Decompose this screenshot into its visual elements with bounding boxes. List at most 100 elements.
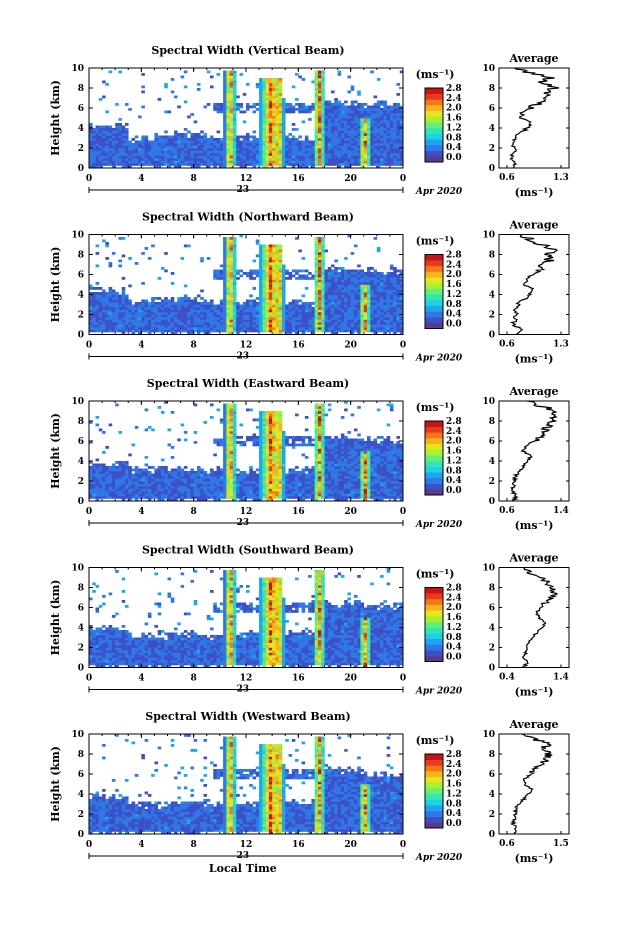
heatmap-cell <box>111 488 116 492</box>
heatmap-cell <box>268 299 273 303</box>
heatmap-cell <box>334 312 338 315</box>
heatmap-cell <box>216 322 221 325</box>
heatmap-cell <box>357 332 361 335</box>
heatmap-cell <box>350 128 355 131</box>
heatmap-cell <box>98 165 103 169</box>
heatmap-cell <box>268 252 273 255</box>
heatmap-cell <box>376 307 381 310</box>
heatmap-cell <box>213 486 217 489</box>
heatmap-cell <box>275 277 280 280</box>
heatmap-cell <box>386 312 391 315</box>
heatmap-cell <box>259 85 263 89</box>
heatmap-cell <box>298 309 302 313</box>
heatmap-cell <box>219 163 224 166</box>
heatmap-cell <box>376 123 381 126</box>
heatmap-cell <box>193 473 198 477</box>
heatmap-cell <box>393 145 397 149</box>
heatmap-cell <box>360 150 365 154</box>
heatmap-cell <box>334 130 338 134</box>
heatmap-cell <box>105 257 109 260</box>
heatmap-cell <box>278 249 283 253</box>
heatmap-cell <box>367 133 371 136</box>
heatmap-cell <box>118 163 123 166</box>
heatmap-cell <box>373 125 378 129</box>
heatmap-cell <box>154 133 158 136</box>
heatmap-cell <box>95 486 100 489</box>
heatmap-cell <box>190 163 194 166</box>
heatmap-cell <box>102 289 106 293</box>
heatmap-cell <box>304 165 309 169</box>
colorbar-swatch <box>425 133 443 140</box>
heatmap-cell <box>174 158 178 161</box>
heatmap-cell <box>281 329 286 333</box>
heatmap-cell <box>265 88 270 91</box>
heatmap-cell <box>160 478 165 482</box>
heatmap-cell <box>223 443 227 447</box>
heatmap-cell <box>288 307 293 310</box>
heatmap-cell <box>380 123 384 126</box>
heatmap-cell <box>206 307 211 310</box>
heatmap-cell <box>373 289 378 293</box>
heatmap-cell <box>288 322 293 325</box>
heatmap-cell <box>213 441 217 444</box>
heatmap-cell <box>249 145 253 149</box>
heatmap-cell <box>167 304 172 308</box>
heatmap-cell <box>370 128 374 131</box>
heatmap-cell <box>151 478 155 482</box>
heatmap-cell <box>321 115 325 119</box>
heatmap-cell <box>399 135 404 139</box>
heatmap-cell <box>373 118 378 121</box>
heatmap-cell <box>160 329 165 333</box>
heatmap-cell <box>353 304 358 308</box>
heatmap-cell <box>268 108 273 111</box>
heatmap-cell <box>380 329 384 333</box>
heatmap-cell <box>108 468 113 472</box>
heatmap-cell <box>324 327 329 330</box>
heatmap-cell <box>301 317 306 320</box>
heatmap-cell <box>281 128 286 131</box>
heatmap-cell <box>304 105 309 109</box>
heatmap-cell <box>399 284 404 288</box>
heatmap-cell <box>350 322 355 325</box>
heatmap-cell <box>183 329 188 333</box>
heatmap-cell <box>108 481 113 484</box>
heatmap-cell <box>357 145 361 149</box>
heatmap-cell <box>177 317 181 320</box>
heatmap-cell <box>246 272 250 275</box>
heatmap-cell <box>121 287 126 290</box>
heatmap-cell <box>157 143 162 146</box>
heatmap-cell <box>370 299 374 303</box>
heatmap-cell <box>177 312 181 315</box>
heatmap-cell <box>232 103 237 106</box>
heatmap-cell <box>321 282 325 285</box>
heatmap-cell <box>131 319 136 323</box>
heatmap-cell <box>131 312 136 315</box>
heatmap-cell <box>92 322 96 325</box>
heatmap-cell <box>203 327 208 330</box>
heatmap-cell <box>304 163 309 166</box>
heatmap-cell <box>278 150 283 154</box>
heatmap-cell <box>399 307 404 310</box>
colorbar-frame <box>424 87 444 163</box>
heatmap-cell <box>134 163 139 166</box>
heatmap-cell <box>396 322 401 325</box>
heatmap-cell <box>259 110 263 114</box>
heatmap-cell <box>357 160 361 164</box>
heatmap-cell <box>115 493 119 497</box>
heatmap-cell <box>327 277 332 280</box>
heatmap-cell <box>370 163 374 166</box>
heatmap-cell <box>196 319 201 323</box>
heatmap-cell <box>111 476 116 479</box>
heatmap-cell <box>200 491 204 494</box>
heatmap-cell <box>321 118 325 121</box>
heatmap-cell <box>331 264 335 268</box>
heatmap-cell <box>232 130 237 134</box>
heatmap-cell <box>226 98 230 101</box>
heatmap-cell <box>353 307 358 310</box>
heatmap-cell <box>210 148 214 151</box>
heatmap-cell <box>298 299 302 303</box>
heatmap-cell <box>115 297 119 300</box>
heatmap-cell <box>187 115 191 119</box>
heatmap-cell <box>337 272 342 275</box>
heatmap-cell <box>370 140 374 144</box>
